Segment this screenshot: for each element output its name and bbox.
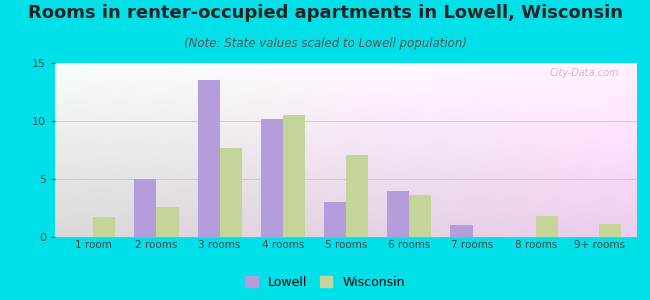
Bar [220,148,242,237]
Bar [387,190,410,237]
Bar [93,217,115,237]
Bar [283,115,305,237]
Bar [410,195,432,237]
Legend: Lowell, Wisconsin: Lowell, Wisconsin [240,271,410,294]
Bar [261,119,283,237]
Bar [599,224,621,237]
Bar [536,216,558,237]
Text: (Note: State values scaled to Lowell population): (Note: State values scaled to Lowell pop… [183,38,467,50]
Text: Rooms in renter-occupied apartments in Lowell, Wisconsin: Rooms in renter-occupied apartments in L… [27,4,623,22]
Text: City-Data.com: City-Data.com [550,68,619,78]
Bar [450,225,473,237]
Bar [157,207,179,237]
Bar [198,80,220,237]
Bar [135,179,157,237]
Bar [324,202,346,237]
Bar [346,154,369,237]
